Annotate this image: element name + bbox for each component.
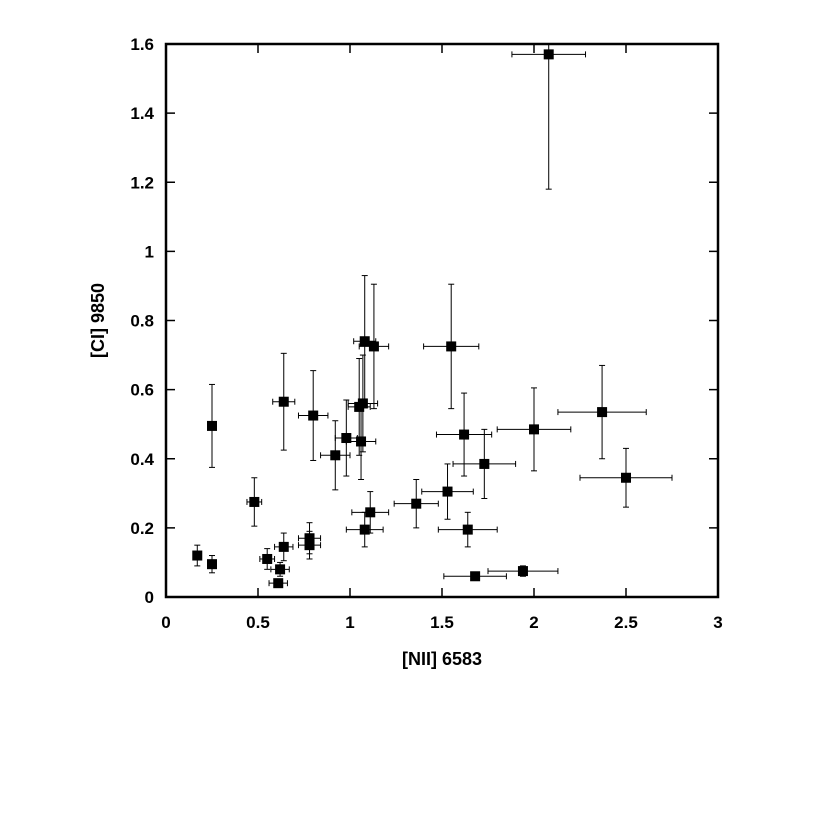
y-tick-label: 0 (145, 588, 154, 607)
x-tick-label: 0.5 (246, 613, 270, 632)
y-tick-labels: 0 0.2 0.4 0.6 0.8 1 1.2 1.4 1.6 (130, 35, 154, 607)
data-point (207, 420, 217, 431)
data-point (273, 578, 284, 589)
error-bars (193, 43, 673, 588)
data-point (411, 498, 422, 509)
data-point (330, 450, 341, 461)
data-point (341, 433, 352, 444)
x-tick-label: 2.5 (614, 613, 638, 632)
data-point (304, 540, 315, 551)
x-tick-label: 3 (713, 613, 722, 632)
x-axis-label: [NII] 6583 (402, 649, 482, 669)
y-tick-label: 0.2 (130, 519, 154, 538)
data-point (517, 566, 528, 577)
x-tick-labels: 0 0.5 1 1.5 2 2.5 3 (161, 613, 722, 632)
x-tick-label: 1.5 (430, 613, 454, 632)
y-tick-label: 1.2 (130, 173, 154, 192)
data-point (278, 541, 289, 552)
data-point (470, 571, 481, 582)
data-point (446, 341, 457, 352)
y-tick-label: 0.8 (130, 312, 154, 331)
data-point (249, 496, 260, 507)
data-point (359, 524, 370, 535)
y-tick-label: 0.6 (130, 381, 154, 400)
data-point (262, 553, 273, 564)
data-point (462, 524, 473, 535)
error-bar (511, 43, 587, 190)
data-point (543, 49, 554, 60)
data-point (275, 564, 286, 575)
data-point (597, 407, 608, 418)
x-tick-label: 0 (161, 613, 170, 632)
y-tick-label: 1.4 (130, 104, 154, 123)
data-point (359, 336, 370, 347)
y-axis-label: [CI] 9850 (88, 283, 108, 358)
data-point (192, 550, 203, 561)
axis-ticks (165, 43, 719, 598)
x-tick-label: 1 (345, 613, 354, 632)
data-point (207, 559, 217, 570)
x-tick-label: 2 (529, 613, 538, 632)
data-point (621, 472, 631, 483)
y-tick-label: 0.4 (130, 450, 154, 469)
data-points (192, 49, 631, 589)
data-point (356, 436, 367, 447)
data-point (442, 486, 453, 497)
data-point (459, 429, 470, 440)
data-point (479, 458, 490, 469)
y-tick-label: 1 (145, 242, 154, 261)
data-point (368, 341, 379, 352)
data-point (365, 507, 376, 518)
data-point (304, 533, 315, 544)
data-point (357, 398, 368, 409)
y-tick-label: 1.6 (130, 35, 154, 54)
data-point (308, 410, 319, 421)
plot-frame (164, 42, 720, 599)
data-point (529, 424, 539, 435)
data-point (278, 396, 289, 407)
